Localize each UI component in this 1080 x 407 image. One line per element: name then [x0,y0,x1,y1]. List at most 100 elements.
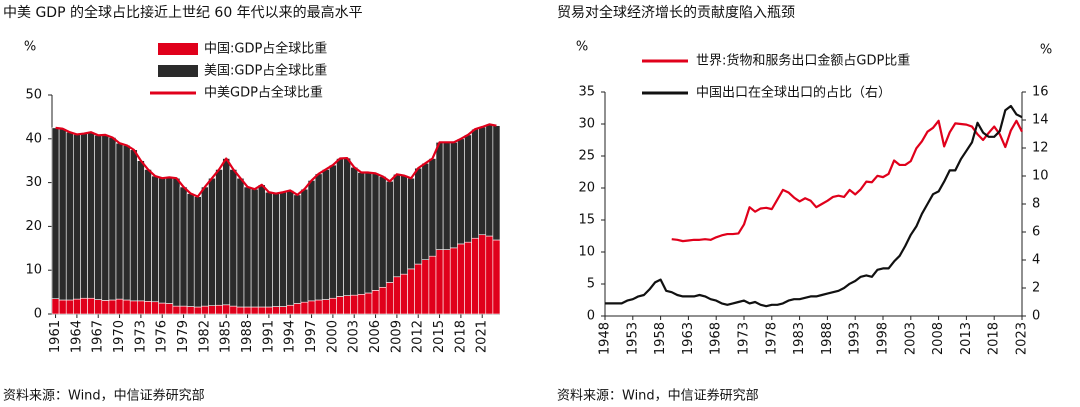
y2-tick-label: 8 [1032,197,1040,212]
y2-unit: % [1040,43,1052,58]
bar [378,286,387,315]
bar [229,305,238,315]
bar [151,175,159,303]
bar [357,293,366,315]
bar [400,175,408,275]
bar [307,180,316,302]
bar [73,298,81,315]
x-tick-label: 2018 [453,320,468,353]
y2-tick-label: 6 [1032,225,1040,240]
bar [371,173,380,291]
bar [464,134,472,243]
bar [321,169,330,300]
x-tick-label: 1979 [176,320,191,353]
source-note: 资料来源：Wind，中信证券研究部 [557,388,759,404]
bar [179,305,188,315]
bar [243,186,252,308]
chart-title: 中美 GDP 的全球占比接近上世纪 60 年代以来的最高水平 [3,4,363,21]
x-tick-label: 1961 [48,320,63,353]
bar [478,126,487,236]
y-tick-label: 20 [25,219,42,234]
bar [478,234,487,315]
y-tick-label: 10 [578,245,595,260]
bar [464,241,472,315]
bar [293,194,302,304]
legend-label: 中美GDP占全球比重 [204,85,323,101]
x-tick-label: 2012 [411,320,426,353]
y-tick-label: 30 [578,117,595,132]
bar [144,169,152,302]
bar [492,125,501,241]
bar [435,142,444,250]
bar [172,177,181,307]
bar [215,304,223,315]
bar [186,306,195,315]
y-tick-label: 15 [578,213,595,228]
source-note: 资料来源：Wind，中信证券研究部 [3,388,205,404]
legend-label: 世界:货物和服务出口金额占GDP比重 [696,53,910,69]
x-tick-label: 1968 [709,322,724,355]
bar [108,137,117,301]
bar [357,172,366,295]
x-tick-label: 1985 [219,320,234,353]
x-tick-label: 1998 [876,322,891,355]
bar [485,124,494,237]
bar [51,127,60,299]
x-tick-label: 1978 [764,322,779,355]
bar [457,138,465,245]
line [55,123,497,198]
bar [442,142,451,250]
bar [286,190,295,306]
bar [201,305,209,315]
bar [94,134,103,300]
y-tick-label: 40 [25,131,42,146]
bar [129,300,138,315]
bar [300,301,309,315]
bar [115,298,124,315]
x-tick-label: 1982 [197,320,212,353]
legend-label: 中国出口在全球出口的占比（右） [696,85,891,101]
bar [343,157,351,296]
bar [378,176,387,288]
bar [428,255,437,315]
bar [272,306,280,315]
x-tick-label: 1958 [653,322,668,355]
bar [101,300,110,315]
bar [208,305,216,315]
bar [385,282,394,315]
chart-title: 贸易对全球经济增长的贡献度陷入瓶颈 [557,4,795,21]
bar [272,193,280,307]
bar [80,133,88,299]
x-tick-label: 2003 [347,320,362,353]
bar [201,186,209,307]
bar [243,306,252,315]
bar [314,299,323,315]
y-unit: % [24,40,36,55]
bar [101,134,110,301]
bar [193,306,202,315]
legend-swatch [158,65,198,77]
bar [250,306,259,315]
legend-label: 中国:GDP占全球比重 [204,41,327,57]
y-tick-label: 0 [34,307,42,322]
y-tick-label: 35 [578,85,595,100]
bar [165,303,174,315]
bar [407,177,415,270]
line [671,119,1023,243]
bar [329,297,337,315]
bar [193,196,202,308]
bar [257,184,266,308]
bar [265,306,273,315]
bar [364,292,373,315]
x-tick-label: 1963 [681,322,696,355]
bar [421,163,430,260]
y-tick-label: 30 [25,175,42,190]
bar [73,134,81,300]
y-tick-label: 50 [25,88,42,103]
x-tick-label: 1988 [240,320,255,353]
legend-swatch [158,43,198,55]
bar [186,193,195,307]
x-tick-label: 2023 [1015,322,1030,355]
y-tick-label: 25 [578,149,595,164]
